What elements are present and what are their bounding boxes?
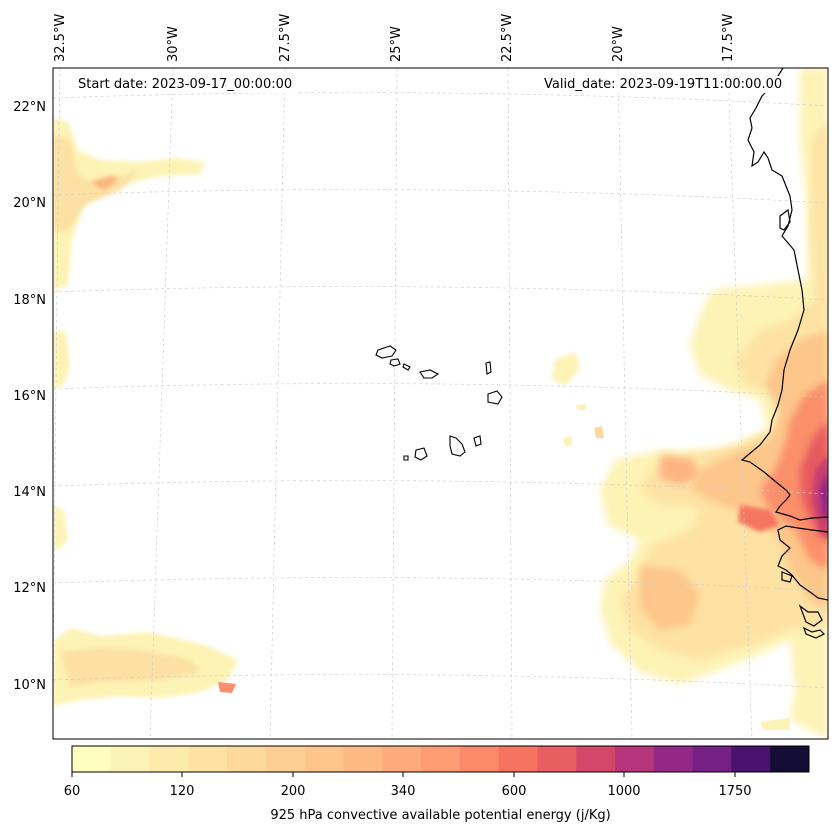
map-border	[52, 67, 829, 740]
colorbar-cell	[382, 746, 422, 772]
colorbar-tick-labels: 60 120 200 340 600 1000 1750	[64, 784, 752, 799]
colorbar-cell	[110, 746, 151, 772]
lat-label: 22°N	[13, 100, 46, 115]
colorbar-cell	[265, 746, 306, 772]
colorbar-cell	[576, 746, 616, 772]
lon-label: 27.5°W	[278, 14, 293, 62]
africa-coastline	[740, 68, 828, 521]
start-date-label: Start date: 2023-09-17_00:00:00	[74, 76, 297, 93]
lat-label: 10°N	[13, 678, 46, 693]
colorbar-border	[71, 745, 810, 773]
lat-label: 16°N	[13, 389, 46, 404]
colorbar-cell	[188, 746, 228, 772]
cape-field	[53, 68, 828, 739]
lon-label: 20°W	[611, 26, 626, 62]
colorbar-cell	[149, 746, 189, 772]
colorbar-tick-label: 1000	[607, 784, 640, 799]
colorbar-title: 925 hPa convective available potential e…	[270, 808, 611, 823]
colorbar: 60 120 200 340 600 1000 1750	[64, 745, 810, 799]
lon-label: 17.5°W	[721, 14, 736, 62]
colorbar-tick-label: 1750	[718, 784, 751, 799]
lat-label: 12°N	[13, 581, 46, 596]
lon-label: 32.5°W	[53, 14, 68, 62]
colorbar-cell	[343, 746, 383, 772]
lat-label: 18°N	[13, 293, 46, 308]
colorbar-cell	[770, 746, 810, 772]
colorbar-cell	[304, 746, 345, 772]
lat-label: 14°N	[13, 485, 46, 500]
colorbar-cell	[731, 746, 771, 772]
cape-area-southwest	[53, 628, 238, 706]
cape-area-northwest	[53, 118, 205, 550]
lon-label: 30°W	[166, 26, 181, 62]
colorbar-cell	[498, 746, 538, 772]
longitude-labels: 32.5°W 30°W 27.5°W 25°W 22.5°W 20°W 17.5…	[53, 14, 736, 62]
colorbar-cell	[653, 746, 694, 772]
lat-label: 20°N	[13, 196, 46, 211]
lon-label: 25°W	[389, 26, 404, 62]
colorbar-tick-label: 120	[170, 784, 195, 799]
colorbar-cell	[537, 746, 577, 772]
colorbar-tick-label: 600	[502, 784, 527, 799]
colorbar-tick-label: 340	[391, 784, 416, 799]
colorbar-cell	[72, 746, 112, 772]
colorbar-ticks	[71, 772, 736, 777]
cape-area-east	[600, 68, 828, 739]
colorbar-cell	[692, 746, 732, 772]
colorbar-cell	[421, 746, 461, 772]
latitude-labels: 22°N 20°N 18°N 16°N 14°N 12°N 10°N	[13, 100, 46, 693]
valid-date-label: Valid_date: 2023-09-19T11:00:00.00	[540, 76, 787, 93]
coastlines	[740, 68, 828, 639]
colorbar-tick-label: 60	[64, 784, 81, 799]
colorbar-cell	[459, 746, 500, 772]
graticule	[53, 68, 828, 739]
colorbar-cells	[72, 746, 810, 772]
colorbar-tick-label: 200	[281, 784, 306, 799]
cape-verde-islands	[375, 345, 503, 461]
lon-label: 22.5°W	[500, 14, 515, 62]
colorbar-cell	[227, 746, 267, 772]
colorbar-cell	[615, 746, 655, 772]
